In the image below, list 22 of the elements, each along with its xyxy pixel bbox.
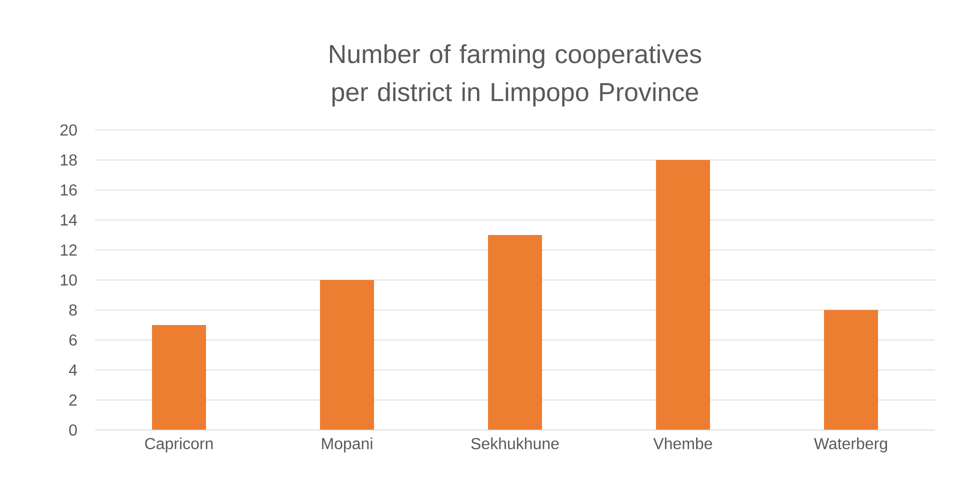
y-tick-label: 10 bbox=[60, 274, 77, 286]
bar bbox=[824, 310, 878, 430]
bar bbox=[320, 280, 374, 430]
y-tick-label: 8 bbox=[69, 304, 77, 316]
chart-title: Number of farming cooperatives per district in Limpopo Province bbox=[330, 44, 702, 106]
y-tick-label: 12 bbox=[60, 244, 77, 256]
y-tick-label: 0 bbox=[69, 424, 77, 436]
x-tick-label: Mopani bbox=[322, 438, 372, 452]
x-tick-label: Capricorn bbox=[145, 438, 213, 452]
bar bbox=[656, 160, 710, 430]
y-tick-label: 20 bbox=[60, 124, 77, 136]
y-tick-label: 2 bbox=[69, 394, 77, 406]
y-tick-label: 14 bbox=[60, 214, 77, 226]
bar bbox=[152, 324, 206, 430]
y-tick-label: 6 bbox=[69, 334, 77, 346]
x-tick-label: Vhembe bbox=[653, 438, 712, 450]
y-tick-label: 16 bbox=[60, 184, 77, 196]
y-tick-label: 4 bbox=[68, 364, 77, 376]
y-tick-label: 18 bbox=[60, 154, 77, 166]
bar bbox=[488, 234, 542, 430]
x-tick-label: Waterberg bbox=[814, 438, 888, 452]
x-tick-label: Sekhukhune bbox=[471, 438, 559, 450]
